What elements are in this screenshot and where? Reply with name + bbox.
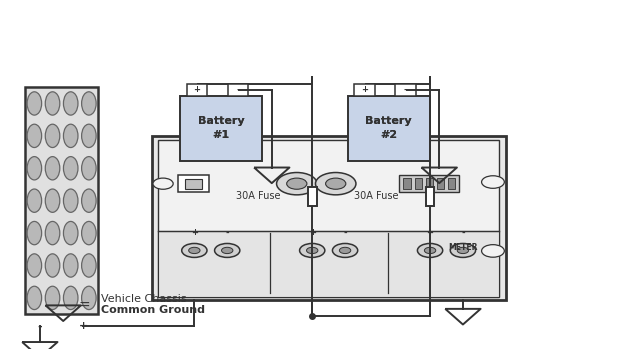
Circle shape (315, 172, 356, 195)
Circle shape (287, 178, 307, 189)
Text: METER: METER (448, 244, 478, 252)
Ellipse shape (63, 124, 78, 148)
Circle shape (325, 178, 346, 189)
Circle shape (300, 244, 325, 258)
Ellipse shape (63, 286, 78, 310)
Text: +: + (191, 229, 198, 237)
Ellipse shape (82, 92, 96, 115)
Bar (186, 84, 207, 96)
Ellipse shape (27, 157, 42, 180)
Bar (185, 179, 202, 188)
Bar (403, 178, 411, 189)
Ellipse shape (82, 254, 96, 277)
Circle shape (482, 176, 504, 188)
Ellipse shape (82, 286, 96, 310)
Circle shape (417, 244, 442, 258)
Ellipse shape (63, 254, 78, 277)
Text: +: + (361, 86, 368, 94)
Circle shape (215, 244, 240, 258)
Ellipse shape (46, 254, 60, 277)
Bar (425, 187, 434, 206)
Ellipse shape (46, 286, 60, 310)
Text: -: - (37, 321, 42, 331)
Bar (437, 178, 444, 189)
Circle shape (482, 245, 504, 257)
Circle shape (153, 178, 173, 189)
Bar (158, 140, 499, 297)
Text: +: + (193, 86, 200, 94)
Bar (228, 84, 248, 96)
Text: +: + (427, 229, 434, 237)
Text: 30A Fuse: 30A Fuse (354, 191, 398, 201)
Ellipse shape (63, 157, 78, 180)
Ellipse shape (46, 92, 60, 115)
Bar (25, 87, 98, 314)
Ellipse shape (63, 221, 78, 245)
Ellipse shape (82, 189, 96, 212)
Bar (395, 84, 416, 96)
Ellipse shape (27, 189, 42, 212)
Bar (426, 178, 433, 189)
Ellipse shape (27, 124, 42, 148)
Circle shape (332, 244, 358, 258)
Text: -: - (236, 86, 240, 94)
Bar (180, 96, 262, 161)
Text: +: + (79, 321, 88, 331)
Ellipse shape (82, 157, 96, 180)
Ellipse shape (46, 189, 60, 212)
Circle shape (222, 247, 233, 254)
Bar (348, 96, 430, 161)
Circle shape (450, 244, 475, 258)
Ellipse shape (63, 189, 78, 212)
Bar (399, 175, 459, 192)
Circle shape (457, 247, 468, 254)
Bar (354, 84, 375, 96)
Ellipse shape (27, 254, 42, 277)
Circle shape (339, 247, 351, 254)
Ellipse shape (27, 92, 42, 115)
Bar (178, 175, 209, 192)
Bar (415, 178, 422, 189)
Text: Vehicle Chassis: Vehicle Chassis (101, 294, 186, 304)
Text: +: + (308, 229, 316, 237)
Bar (158, 231, 499, 297)
Ellipse shape (63, 92, 78, 115)
Text: 30A Fuse: 30A Fuse (236, 191, 281, 201)
Circle shape (277, 172, 317, 195)
Circle shape (189, 247, 200, 254)
Text: -: - (461, 229, 465, 237)
Ellipse shape (27, 286, 42, 310)
Text: Battery
#1: Battery #1 (198, 116, 245, 140)
Text: Battery
#1: Battery #1 (198, 116, 245, 140)
Ellipse shape (82, 124, 96, 148)
Text: Common Ground: Common Ground (101, 305, 205, 315)
Circle shape (307, 247, 318, 254)
Ellipse shape (46, 221, 60, 245)
Text: -: - (343, 229, 347, 237)
Ellipse shape (82, 221, 96, 245)
Text: -: - (226, 229, 229, 237)
Bar (448, 178, 456, 189)
Circle shape (182, 244, 207, 258)
Bar (152, 136, 506, 300)
Ellipse shape (27, 221, 42, 245)
Text: Battery
#2: Battery #2 (365, 116, 412, 140)
Text: -: - (404, 86, 408, 94)
Circle shape (424, 247, 435, 254)
Text: Battery
#2: Battery #2 (365, 116, 412, 140)
Text: =: = (79, 298, 90, 312)
Ellipse shape (46, 124, 60, 148)
Bar (308, 187, 317, 206)
Ellipse shape (46, 157, 60, 180)
